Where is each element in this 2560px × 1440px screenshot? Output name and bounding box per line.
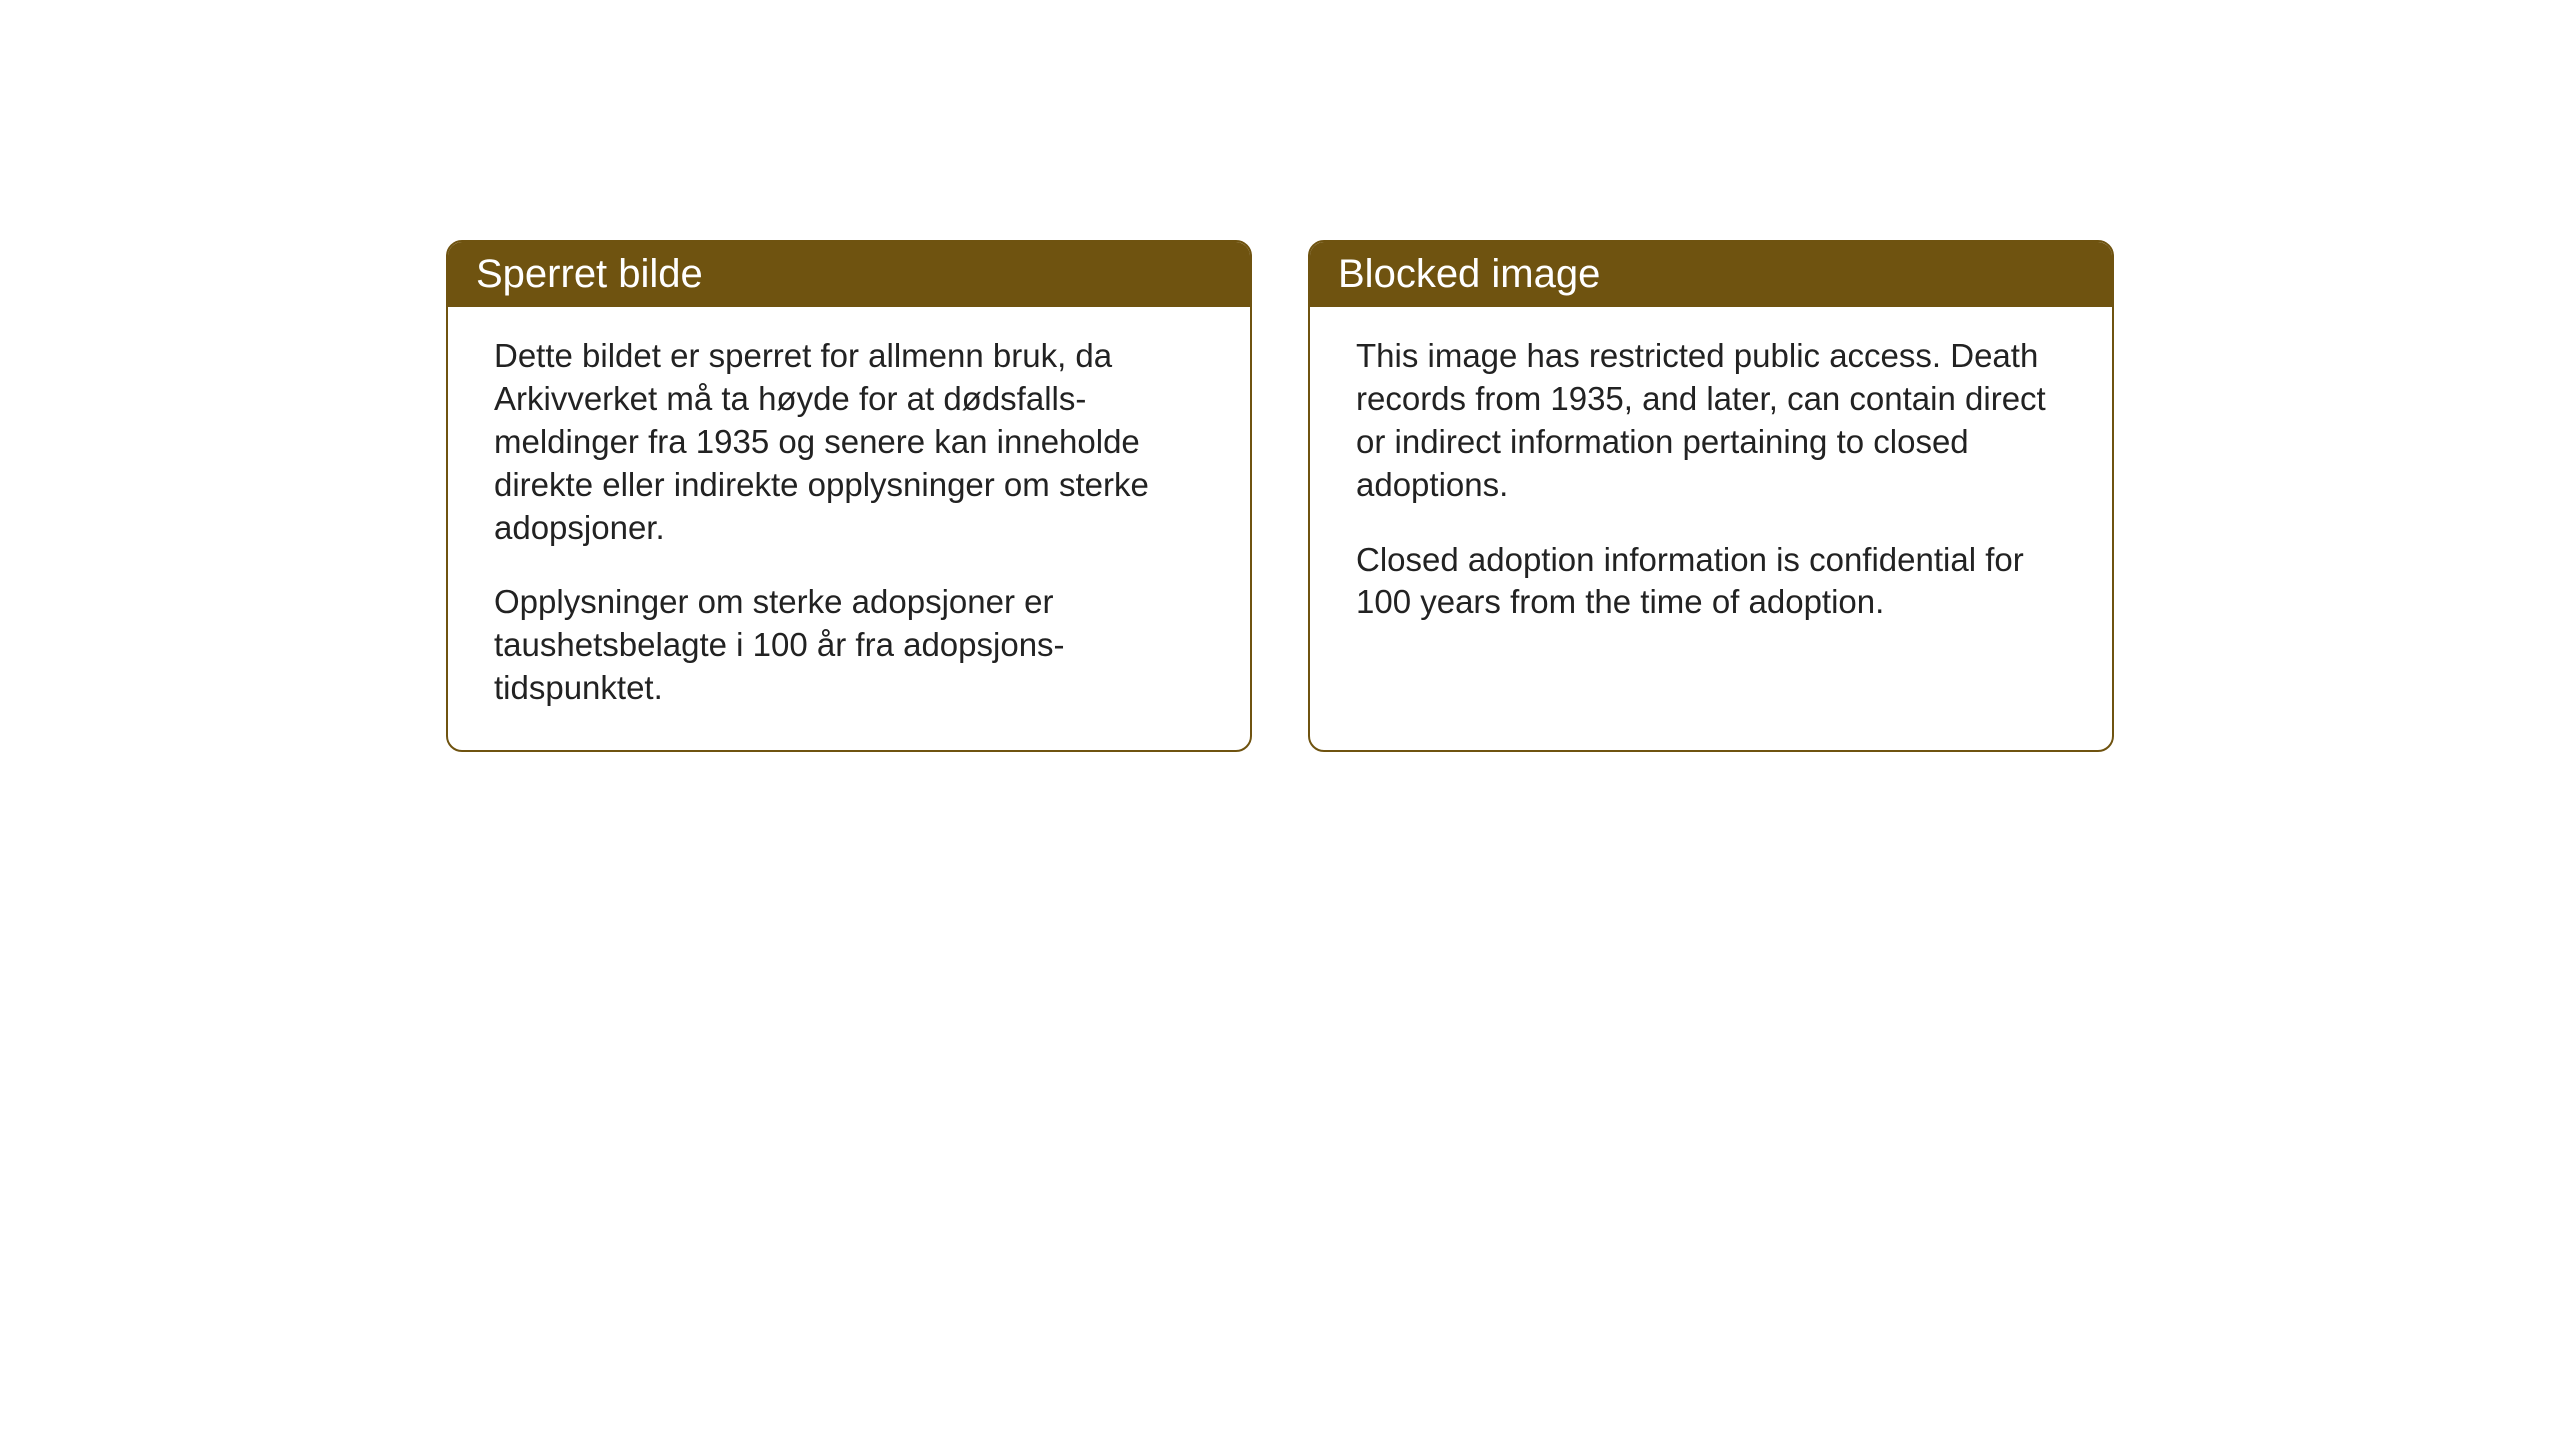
blocked-image-card-norwegian: Sperret bilde Dette bildet er sperret fo… — [446, 240, 1252, 752]
notice-container: Sperret bilde Dette bildet er sperret fo… — [446, 240, 2114, 752]
card-body-english: This image has restricted public access.… — [1310, 307, 2112, 750]
card-paragraph-norwegian-1: Dette bildet er sperret for allmenn bruk… — [494, 335, 1204, 549]
card-paragraph-english-1: This image has restricted public access.… — [1356, 335, 2066, 507]
card-title-english: Blocked image — [1338, 252, 1600, 296]
card-header-norwegian: Sperret bilde — [448, 242, 1250, 307]
card-body-norwegian: Dette bildet er sperret for allmenn bruk… — [448, 307, 1250, 750]
card-title-norwegian: Sperret bilde — [476, 252, 703, 296]
blocked-image-card-english: Blocked image This image has restricted … — [1308, 240, 2114, 752]
card-header-english: Blocked image — [1310, 242, 2112, 307]
card-paragraph-english-2: Closed adoption information is confident… — [1356, 539, 2066, 625]
card-paragraph-norwegian-2: Opplysninger om sterke adopsjoner er tau… — [494, 581, 1204, 710]
